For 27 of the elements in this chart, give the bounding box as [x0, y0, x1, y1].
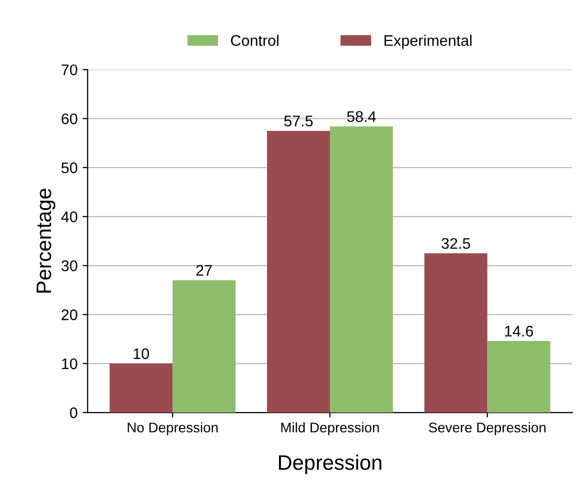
data-label: 14.6 — [505, 326, 534, 337]
y-tick-label: 50 — [61, 162, 78, 174]
y-tick-label: 30 — [61, 260, 78, 272]
bar — [110, 364, 173, 413]
x-axis-title: Depression — [278, 454, 382, 474]
y-tick-label: 20 — [62, 309, 78, 320]
legend-label: Experimental — [384, 34, 472, 49]
y-tick-label: 40 — [61, 211, 78, 222]
y-tick-label: 10 — [62, 358, 78, 370]
data-label: 58.4 — [347, 111, 376, 122]
x-tick-label: No Depression — [128, 422, 218, 436]
bar — [172, 280, 236, 413]
y-tick-label: 60 — [62, 113, 78, 124]
y-tick-label: 0 — [70, 407, 78, 418]
legend-label: Control — [230, 34, 278, 46]
y-axis-title: Percentage — [36, 188, 56, 293]
data-label: 32.5 — [442, 238, 470, 249]
data-label: 27 — [196, 265, 212, 276]
bar — [424, 253, 488, 413]
data-label: 57.5 — [284, 116, 313, 126]
bar — [267, 130, 330, 413]
bar — [330, 126, 393, 413]
x-tick-label: Mild Depression — [281, 422, 379, 436]
y-tick-label: 70 — [62, 64, 78, 76]
bar — [487, 340, 550, 413]
x-tick-label: Severe Depression — [428, 422, 546, 436]
data-label: 10 — [134, 348, 150, 360]
